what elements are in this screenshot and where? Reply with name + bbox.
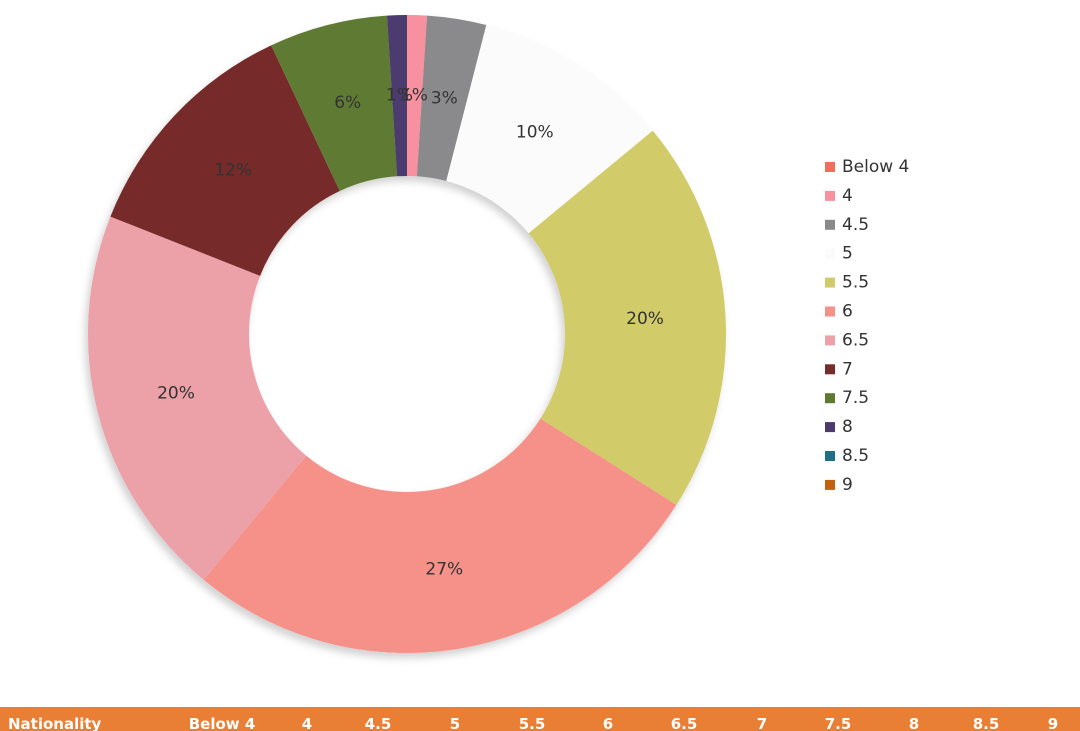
table-header-cell: 8.5 (972, 715, 1000, 731)
chart-legend: Below 4 4 4.5 5 5.5 6 6.5 7 7.5 8 8.5 9 (825, 157, 909, 495)
legend-swatch (825, 422, 835, 433)
legend-label: 6 (842, 302, 853, 322)
pie-slice-label: 20% (157, 383, 195, 403)
table-header-cell: Nationality (8, 715, 102, 731)
pie-slice-label: 1% (401, 86, 428, 106)
pie-slice-6 (203, 418, 677, 654)
legend-label: 6.5 (842, 330, 869, 350)
table-header-cell: 4.5 (364, 715, 392, 731)
table-header-cell: 4 (301, 715, 313, 731)
legend-label: 4 (842, 186, 853, 206)
table-header-cell: 5.5 (518, 715, 546, 731)
legend-swatch (825, 248, 835, 259)
table-header-cell: 5 (449, 715, 461, 731)
legend-label: 8 (842, 417, 853, 437)
pie-slice-label: 20% (626, 309, 664, 329)
table-header-cell: 7 (756, 715, 768, 731)
pie-slice-7-5 (271, 15, 398, 192)
legend-swatch (825, 479, 835, 490)
legend-label: 7 (842, 359, 853, 379)
legend-label: 7.5 (842, 388, 869, 408)
pie-slice-4 (407, 15, 428, 177)
legend-label: 5 (842, 244, 853, 264)
pie-slice-7 (110, 45, 340, 276)
legend-label: 9 (842, 475, 853, 495)
legend-swatch (825, 219, 835, 230)
legend-swatch (825, 335, 835, 346)
legend-swatch (825, 451, 835, 461)
pie-slice-label: 1% (386, 86, 413, 106)
pie-slice-labels: 1% 3%10%20%27%20%12%6% 1% (157, 86, 664, 580)
legend-swatch (825, 364, 835, 375)
donut-chart: 1% 3%10%20%27%20%12%6% 1% Below 444.555.56… (88, 15, 909, 654)
pie-slice-5-5 (528, 130, 726, 505)
pie-slice-label: 3% (431, 88, 458, 108)
pie-slice-label: 10% (516, 123, 554, 143)
legend-swatch (825, 277, 835, 288)
pie-slice-8 (386, 15, 407, 177)
legend-label: 4.5 (842, 215, 869, 235)
pie-slice-label: 27% (425, 560, 463, 580)
pie-slice-4-5 (416, 15, 487, 181)
table-header-cell: 6 (602, 715, 614, 731)
legend-swatch (825, 393, 835, 404)
table-header-cell: Below 4 (188, 715, 256, 731)
legend-label: 8.5 (842, 446, 869, 466)
table-header-cell: 9 (1047, 715, 1059, 731)
legend-swatch (825, 190, 835, 201)
legend-label: 5.5 (842, 273, 869, 293)
pie-slice-label: 6% (334, 93, 361, 113)
pie-slice-label: 12% (214, 161, 252, 181)
legend-swatch (825, 306, 835, 317)
legend-label: Below 4 (842, 157, 909, 177)
table-header-cell: 6.5 (670, 715, 698, 731)
table-header-row: Nationality Below 4 4 4.5 5 5.5 6 6.5 7 7.5 8 8.5 9 (0, 707, 1080, 731)
pie-slice-6-5 (88, 216, 307, 580)
legend-swatch (825, 162, 835, 172)
table-header-cell: 8 (908, 715, 920, 731)
table-header-cell: 7.5 (824, 715, 852, 731)
pie-slices (88, 15, 726, 654)
pie-slice-5 (446, 25, 653, 234)
